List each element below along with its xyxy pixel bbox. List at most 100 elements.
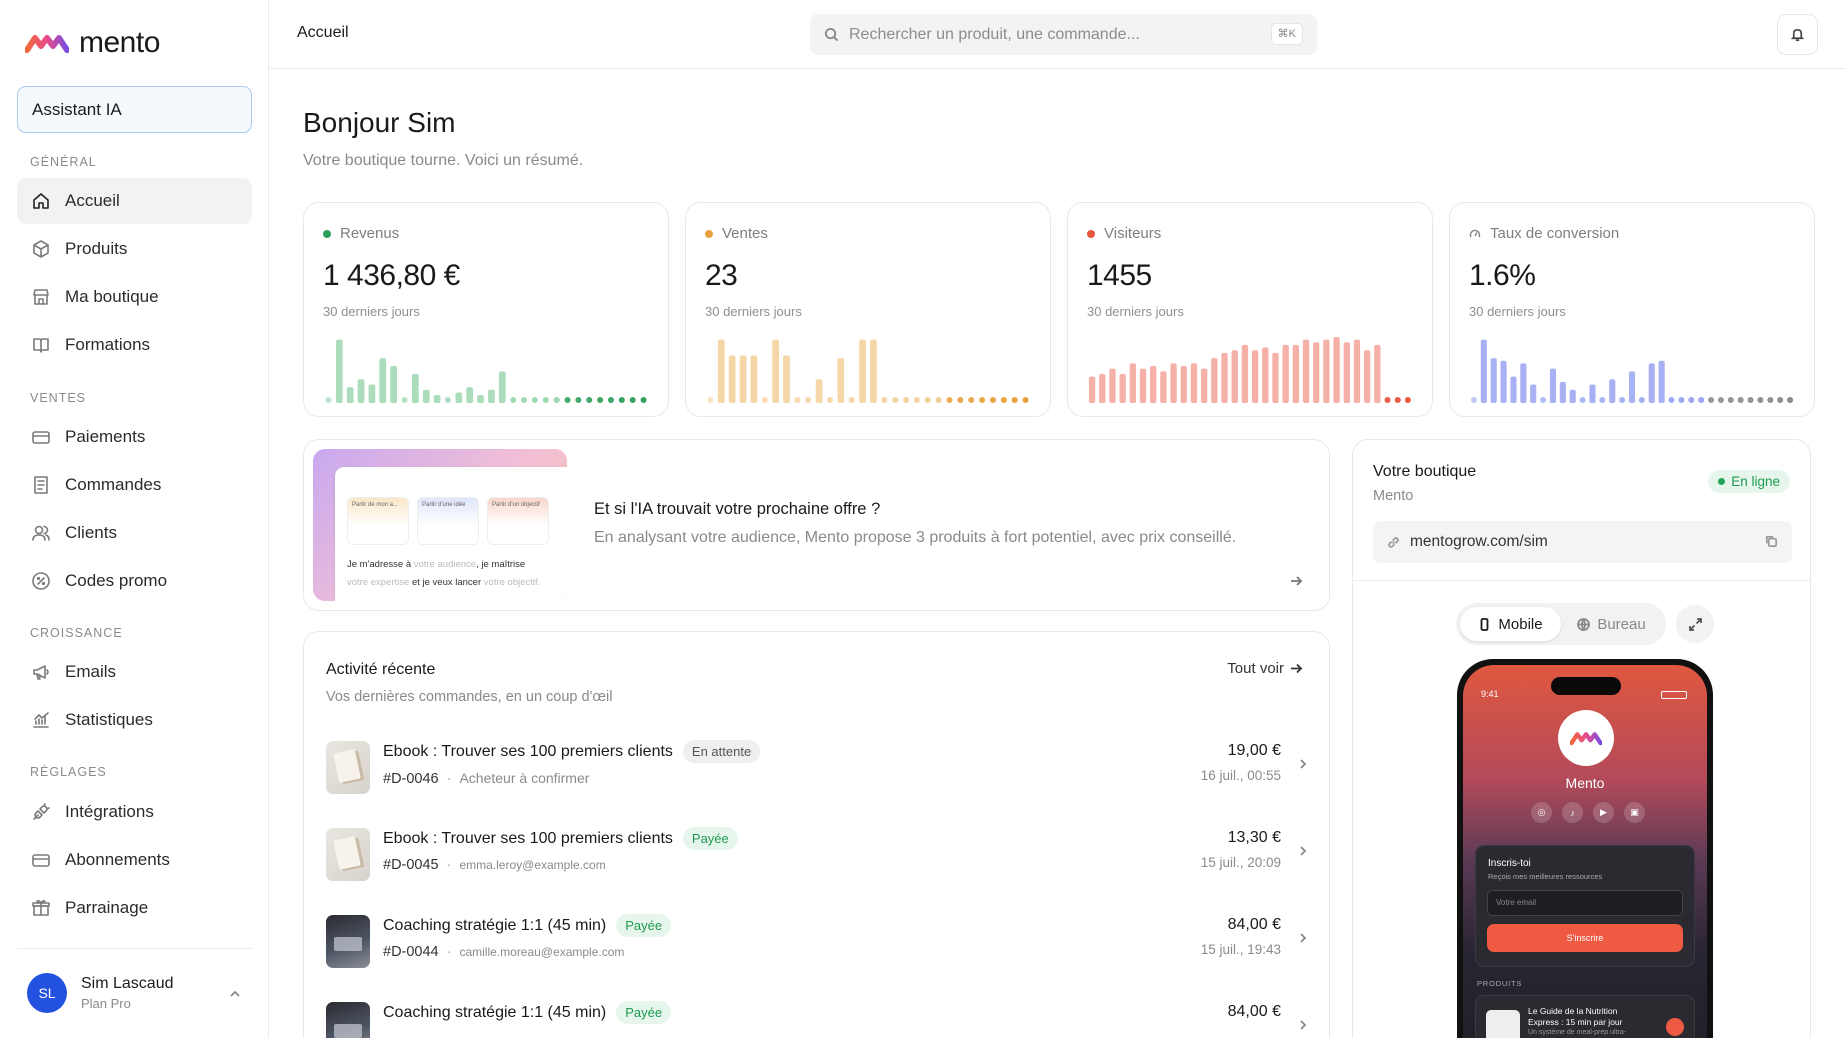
- status-badge: En attente: [682, 740, 761, 763]
- chart-point: [1787, 397, 1794, 403]
- chart-point: [848, 397, 855, 403]
- sidebar-item-label: Paiements: [65, 427, 146, 446]
- order-id: #D-0045: [383, 857, 439, 873]
- product-card[interactable]: Le Guide de la Nutrition Express : 15 mi…: [1475, 995, 1695, 1038]
- chart-bar: [1530, 384, 1537, 403]
- copy-icon[interactable]: [1765, 535, 1778, 548]
- instagram-icon[interactable]: ◎: [1531, 802, 1552, 823]
- sidebar-item-paiements[interactable]: Paiements: [17, 414, 252, 460]
- email-field[interactable]: Votre email: [1487, 890, 1683, 916]
- expand-button[interactable]: [1676, 605, 1714, 643]
- shop-url-field[interactable]: mentogrow.com/sim: [1373, 521, 1792, 563]
- search-input[interactable]: [849, 25, 1249, 44]
- chart-point: [892, 397, 899, 403]
- sidebar-item-commandes[interactable]: Commandes: [17, 462, 252, 508]
- notifications-button[interactable]: [1777, 14, 1818, 55]
- chart-bar: [783, 355, 790, 403]
- kpi-card-visiteurs[interactable]: Visiteurs 1455 30 derniers jours: [1067, 202, 1433, 417]
- table-row[interactable]: Ebook : Trouver ses 100 premiers clients…: [326, 734, 1311, 794]
- chart-bar: [368, 384, 376, 403]
- arrow-button[interactable]: [1666, 1018, 1684, 1036]
- sidebar-item-accueil[interactable]: Accueil: [17, 178, 252, 224]
- recent-activity-panel: Activité récente Vos dernières commandes…: [303, 631, 1330, 1038]
- sidebar-item-formations[interactable]: Formations: [17, 322, 252, 368]
- chevron-up-icon[interactable]: [228, 987, 242, 1001]
- kpi-card-ventes[interactable]: Ventes 23 30 derniers jours: [685, 202, 1051, 417]
- kpi-card-revenus[interactable]: Revenus 1 436,80 € 30 derniers jours: [303, 202, 669, 417]
- bell-icon: [1790, 28, 1805, 42]
- sidebar-item-label: Parrainage: [65, 898, 149, 917]
- product-name: Ebook : Trouver ses 100 premiers clients: [383, 829, 673, 847]
- separator: ·: [446, 857, 452, 873]
- table-row[interactable]: Coaching stratégie 1:1 (45 min) Payée #D-…: [326, 908, 1311, 968]
- sidebar-item-integrations[interactable]: Intégrations: [17, 789, 252, 835]
- breadcrumb[interactable]: Accueil: [297, 24, 349, 41]
- search-bar[interactable]: ⌘K: [810, 14, 1317, 55]
- sidebar-item-emails[interactable]: Emails: [17, 649, 252, 695]
- arrow-right-icon[interactable]: [1289, 574, 1303, 588]
- row-title: Ebook : Trouver ses 100 premiers clients…: [383, 740, 761, 763]
- order-amount: 84,00 €: [1227, 916, 1281, 933]
- chart-bar: [870, 339, 877, 403]
- chart-point: [553, 397, 560, 403]
- product-thumbnail: [326, 1002, 370, 1038]
- sidebar-item-produits[interactable]: Produits: [17, 226, 252, 272]
- sidebar-item-ma-boutique[interactable]: Ma boutique: [17, 274, 252, 320]
- toggle-desktop[interactable]: Bureau: [1561, 607, 1662, 641]
- logo[interactable]: mento: [25, 28, 160, 58]
- table-row[interactable]: Coaching stratégie 1:1 (45 min) Payée 84,…: [326, 995, 1311, 1038]
- chart-point: [564, 397, 571, 403]
- page-title: Bonjour Sim: [303, 107, 456, 138]
- sidebar-item-abonnements[interactable]: Abonnements: [17, 837, 252, 883]
- chart-bar: [1200, 368, 1208, 403]
- chart-bar: [498, 371, 506, 403]
- product-name: Coaching stratégie 1:1 (45 min): [383, 1003, 607, 1021]
- youtube-icon[interactable]: ▶: [1593, 802, 1614, 823]
- chart-point: [1727, 397, 1734, 403]
- kpi-value: 1.6%: [1469, 259, 1536, 292]
- sidebar-item-parrainage[interactable]: Parrainage: [17, 885, 252, 931]
- illustration-line: votre expertise et je veux lancer votre …: [347, 577, 540, 588]
- linkedin-icon[interactable]: ▣: [1624, 802, 1645, 823]
- order-id: #D-0044: [383, 944, 439, 960]
- signup-button[interactable]: S'inscrire: [1487, 924, 1683, 952]
- chart-bar: [1109, 368, 1116, 403]
- table-row[interactable]: Ebook : Trouver ses 100 premiers clients…: [326, 821, 1311, 881]
- ai-assistant-button[interactable]: Assistant IA: [17, 86, 252, 133]
- chart-bar: [750, 355, 758, 403]
- chart-bar: [1500, 360, 1507, 403]
- user-menu[interactable]: SL Sim Lascaud Plan Pro: [27, 973, 242, 1013]
- buyer: camille.moreau@example.com: [459, 945, 625, 959]
- separator: ·: [446, 944, 452, 960]
- chart-point: [586, 397, 593, 403]
- chart-point: [707, 397, 714, 403]
- page-subtitle: Votre boutique tourne. Voici un résumé.: [303, 152, 584, 169]
- signup-form: Inscris-toi Reçois mes meilleures ressou…: [1475, 845, 1695, 967]
- chart-bar: [1231, 350, 1238, 403]
- form-subtitle: Reçois mes meilleures ressources: [1488, 872, 1603, 881]
- sidebar-item-clients[interactable]: Clients: [17, 510, 252, 556]
- product-thumbnail: [326, 828, 370, 881]
- ai-offer-banner[interactable]: Partir de mon a... Partir d'une idée Par…: [303, 439, 1330, 611]
- kpi-sparkline: [325, 339, 647, 403]
- kpi-card-conversion[interactable]: Taux de conversion 1.6% 30 derniers jour…: [1449, 202, 1815, 417]
- sidebar-item-codes-promo[interactable]: Codes promo: [17, 558, 252, 604]
- expand-icon: [1688, 617, 1702, 631]
- see-all-link[interactable]: Tout voir: [1227, 660, 1303, 677]
- toggle-mobile[interactable]: Mobile: [1460, 607, 1561, 641]
- chart-point: [1688, 397, 1695, 403]
- sidebar-item-statistiques[interactable]: Statistiques: [17, 697, 252, 743]
- status-badge: En ligne: [1708, 470, 1790, 493]
- chart-point: [1717, 397, 1724, 403]
- battery-icon: [1661, 691, 1687, 699]
- chart-point: [640, 397, 647, 403]
- product-name: Coaching stratégie 1:1 (45 min): [383, 916, 607, 934]
- products-label: PRODUITS: [1477, 979, 1523, 988]
- chart-bar: [1343, 342, 1350, 403]
- tiktok-icon[interactable]: ♪: [1562, 802, 1583, 823]
- receipt-icon: [34, 476, 48, 494]
- illustration-text: votre expertise: [347, 577, 410, 588]
- kpi-value: 23: [705, 259, 738, 292]
- divider: [1353, 580, 1810, 581]
- phone-icon: [1481, 617, 1489, 631]
